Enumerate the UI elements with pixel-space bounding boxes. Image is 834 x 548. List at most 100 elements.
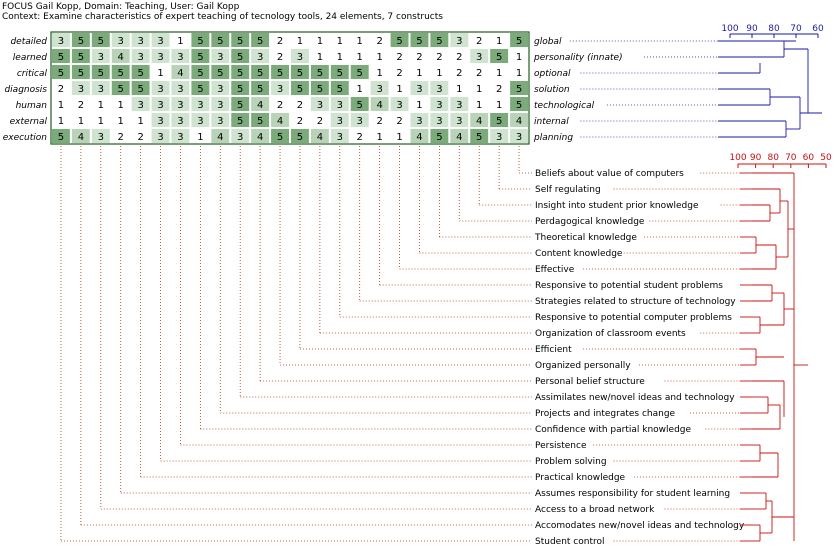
grid-cell-rating: 1 <box>177 36 183 47</box>
grid-cell-shade <box>510 113 528 127</box>
grid-cell-rating: 5 <box>317 68 323 79</box>
grid-cell-shade <box>370 97 389 111</box>
grid-cell-rating: 5 <box>137 84 143 95</box>
grid-cell-rating: 3 <box>197 116 203 127</box>
grid-cell-rating: 2 <box>396 68 402 79</box>
grid-cell-rating: 5 <box>197 36 203 47</box>
grid-cell-rating: 5 <box>277 132 283 143</box>
grid-cell-shade <box>71 129 90 143</box>
grid-cell-rating: 1 <box>118 100 124 111</box>
grid-cell-shade <box>71 33 90 47</box>
element-scale-label: 80 <box>767 153 779 163</box>
grid-cell-rating: 5 <box>237 36 243 47</box>
element-label: Strategies related to structure of techn… <box>535 297 736 307</box>
grid-cell-rating: 3 <box>137 52 143 63</box>
element-label: Responsive to potential student problems <box>535 281 723 291</box>
grid-cell-shade <box>231 33 250 47</box>
grid-cell-rating: 5 <box>496 52 502 63</box>
grid-cell-rating: 5 <box>297 68 303 79</box>
grid-cell-rating: 3 <box>337 100 343 111</box>
grid-cell-rating: 5 <box>277 68 283 79</box>
grid-cell-shade <box>151 113 170 127</box>
grid-cell-rating: 3 <box>157 132 163 143</box>
grid-cell-shade <box>171 113 190 127</box>
grid-cell-shade <box>251 49 270 63</box>
grid-cell-rating: 1 <box>496 68 502 79</box>
grid-cell-rating: 1 <box>337 36 343 47</box>
element-scale-label: 90 <box>750 153 762 163</box>
element-label: Practical knowledge <box>535 473 626 483</box>
grid-cell-rating: 3 <box>277 84 283 95</box>
grid-cell-rating: 4 <box>376 100 382 111</box>
grid-cell-shade <box>131 65 150 79</box>
construct-right-pole: optional <box>534 69 571 79</box>
grid-cell-shade <box>310 97 329 111</box>
grid-cell-rating: 2 <box>78 100 84 111</box>
grid-cell-shade <box>470 49 489 63</box>
grid-cell-rating: 5 <box>98 36 104 47</box>
grid-cell-rating: 3 <box>177 132 183 143</box>
element-label: Beliefs about value of computers <box>535 169 684 179</box>
grid-cell-rating: 2 <box>436 52 442 63</box>
grid-cell-shade <box>171 97 190 111</box>
grid-cell-shade <box>310 129 329 143</box>
grid-border <box>50 31 530 145</box>
grid-cell-rating: 1 <box>357 36 363 47</box>
grid-cell-rating: 2 <box>496 84 502 95</box>
grid-cell-rating: 5 <box>118 68 124 79</box>
element-label: Insight into student prior knowledge <box>535 201 699 211</box>
grid-cell-rating: 3 <box>476 52 482 63</box>
grid-cell-shade <box>91 81 110 95</box>
element-label: Persistence <box>535 441 587 451</box>
grid-cell-rating: 3 <box>456 116 462 127</box>
grid-cell-shade <box>52 33 70 47</box>
grid-cell-rating: 3 <box>257 52 263 63</box>
grid-cell-rating: 2 <box>476 36 482 47</box>
grid-cell-shade <box>191 113 210 127</box>
grid-cell-shade <box>231 113 250 127</box>
grid-cell-shade <box>191 81 210 95</box>
element-label: Theoretical knowledge <box>534 233 637 243</box>
construct-right-pole: planning <box>533 133 573 143</box>
grid-cell-shade <box>330 113 349 127</box>
grid-cell-rating: 1 <box>376 68 382 79</box>
grid-cell-shade <box>151 81 170 95</box>
grid-cell-rating: 3 <box>217 52 223 63</box>
grid-cell-shade <box>390 33 409 47</box>
grid-cell-rating: 5 <box>197 52 203 63</box>
grid-cell-rating: 5 <box>237 52 243 63</box>
construct-left-pole: external <box>10 117 48 127</box>
grid-cell-shade <box>271 129 289 143</box>
grid-cell-rating: 5 <box>58 52 64 63</box>
grid-cell-shade <box>151 97 170 111</box>
grid-cell-shade <box>251 81 270 95</box>
grid-cell-shade <box>191 97 210 111</box>
grid-cell-shade <box>131 33 150 47</box>
grid-cell-rating: 1 <box>58 116 64 127</box>
grid-cell-rating: 3 <box>456 36 462 47</box>
grid-cell-shade <box>71 49 90 63</box>
grid-cell-rating: 5 <box>337 68 343 79</box>
grid-cell-rating: 2 <box>118 132 124 143</box>
grid-cell-shade <box>171 81 190 95</box>
grid-cell-rating: 1 <box>157 68 163 79</box>
grid-cell-shade <box>71 65 90 79</box>
grid-cell-rating: 3 <box>416 84 422 95</box>
element-label: Assimilates new/novel ideas and technolo… <box>535 393 735 403</box>
grid-cell-shade <box>91 33 110 47</box>
grid-cell-rating: 5 <box>257 36 263 47</box>
grid-cell-rating: 3 <box>416 116 422 127</box>
grid-cell-rating: 3 <box>197 100 203 111</box>
grid-cell-shade <box>211 97 230 111</box>
grid-cell-shade <box>111 81 130 95</box>
construct-left-pole: critical <box>17 69 48 79</box>
grid-cell-shade <box>131 81 150 95</box>
grid-cell-rating: 5 <box>137 68 143 79</box>
grid-cell-shade <box>350 113 369 127</box>
grid-cell-rating: 5 <box>237 100 243 111</box>
element-label: Organized personally <box>535 361 631 371</box>
grid-cell-rating: 3 <box>177 100 183 111</box>
grid-cell-rating: 5 <box>357 68 363 79</box>
construct-scale-label: 60 <box>812 24 824 34</box>
grid-cell-shade <box>271 113 289 127</box>
